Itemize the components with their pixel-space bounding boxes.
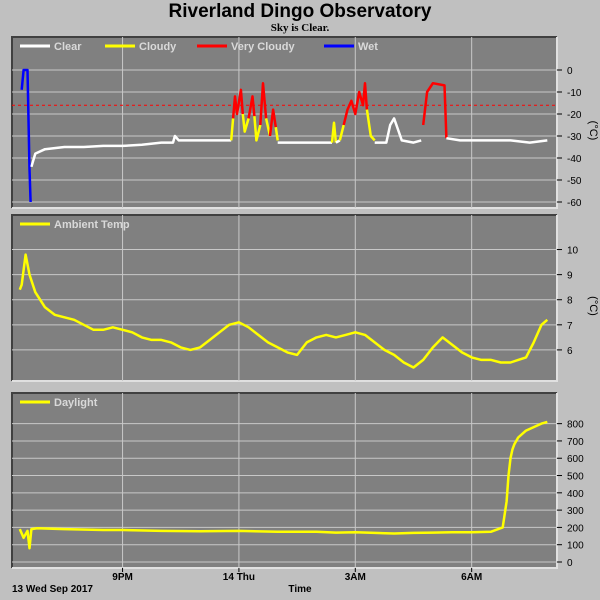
sky-status-subtitle: Sky is Clear. (270, 22, 330, 34)
y-tick-label: 800 (567, 420, 584, 431)
series-segment-cloudy (253, 116, 262, 142)
y-tick-label: 0 (567, 66, 573, 77)
x-axis-title: Time (288, 584, 312, 595)
y-tick-label: 400 (567, 489, 584, 500)
x-tick-label: 9PM (112, 572, 133, 583)
y-tick-label: 200 (567, 523, 584, 534)
series-segment-wet (20, 68, 32, 203)
y-tick-label: 100 (567, 541, 584, 552)
panel-sky (12, 37, 557, 208)
series-line-daylight (18, 420, 548, 550)
series-segment-very-cloudy (342, 81, 369, 126)
y-tick-label: -60 (567, 198, 582, 209)
x-tick-label: 3AM (345, 572, 366, 583)
y-tick-label: 600 (567, 454, 584, 465)
y-tick-label: 300 (567, 506, 584, 517)
y-tick-label: 7 (567, 321, 573, 332)
y-tick-label: 8 (567, 296, 573, 307)
y-tick-label: 0 (567, 558, 573, 569)
y-tick-label: 10 (567, 246, 579, 257)
series-segment-cloudy (338, 124, 345, 141)
series-segment-cloudy (274, 127, 279, 141)
series-segment-cloudy (229, 118, 235, 141)
panel-ambient (12, 215, 557, 381)
series-segment-clear (446, 136, 548, 144)
x-tick-label: 14 Thu (223, 572, 255, 583)
series-segment-clear (374, 117, 422, 144)
legend-label: Cloudy (139, 41, 177, 53)
legend-label: Clear (54, 41, 82, 53)
series-segment-clear (335, 139, 341, 144)
legend-label: Daylight (54, 397, 98, 409)
series-segment-very-cloudy (247, 95, 256, 119)
date-label: 13 Wed Sep 2017 (12, 584, 93, 595)
y-unit-label: (°C) (587, 296, 599, 316)
y-tick-label: 6 (567, 346, 573, 357)
series-segment-clear (30, 134, 232, 168)
y-unit-label: (°C) (587, 121, 599, 141)
y-tick-label: 9 (567, 271, 573, 282)
legend-label: Ambient Temp (54, 219, 130, 231)
legend-label: Very Cloudy (231, 41, 295, 53)
series-segment-cloudy (241, 113, 250, 133)
series-segment-cloudy (330, 121, 338, 143)
page-title: Riverland Dingo Observatory (168, 1, 432, 22)
y-tick-label: -30 (567, 132, 582, 143)
series-segment-very-cloudy (421, 81, 448, 139)
y-tick-label: -20 (567, 110, 582, 121)
series-segment-very-cloudy (259, 81, 268, 126)
y-tick-label: 500 (567, 472, 584, 483)
legend-label: Wet (358, 41, 378, 53)
series-segment-very-cloudy (231, 88, 245, 119)
y-tick-label: -40 (567, 154, 582, 165)
x-tick-label: 6AM (461, 572, 482, 583)
y-tick-label: 700 (567, 437, 584, 448)
series-segment-very-cloudy (268, 108, 278, 137)
series-segment-cloudy (365, 109, 376, 142)
y-tick-label: -10 (567, 88, 582, 99)
y-tick-label: -50 (567, 176, 582, 187)
panel-daylight (12, 393, 557, 568)
series-line-ambient (18, 253, 549, 369)
